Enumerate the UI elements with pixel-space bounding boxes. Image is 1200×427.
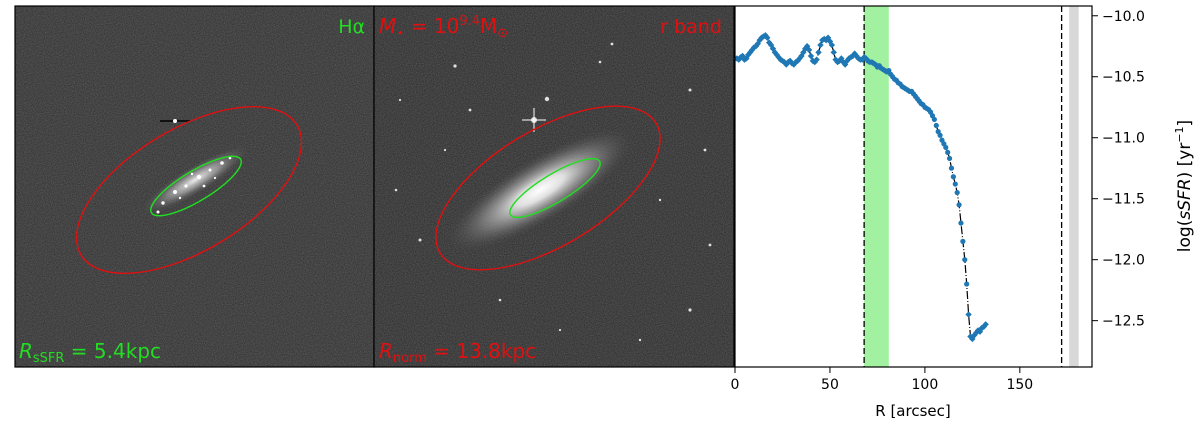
data-point-30 xyxy=(790,61,798,68)
y-tick-label-1: −10.5 xyxy=(1102,70,1145,86)
x-tick-label-0: 0 xyxy=(731,377,740,393)
y-tick-label-4: −12.0 xyxy=(1102,253,1145,269)
data-point-112 xyxy=(946,155,953,162)
data-point-125 xyxy=(971,332,978,339)
y-axis-label: log(sSFR) [yr−1] xyxy=(1173,120,1195,252)
halpha-image-panel xyxy=(15,6,374,367)
chart-vlines xyxy=(863,6,1063,367)
y-tick-label-3: −11.5 xyxy=(1102,192,1145,208)
data-point-16 xyxy=(764,34,771,41)
data-point-8 xyxy=(748,46,756,54)
rband-bright-star xyxy=(522,108,546,132)
data-point-115 xyxy=(952,181,958,187)
rband-field-stars xyxy=(394,42,712,342)
data-point-28 xyxy=(786,57,794,65)
data-point-38 xyxy=(805,46,813,54)
data-point-104 xyxy=(931,116,937,123)
data-point-121 xyxy=(964,281,970,287)
data-point-117 xyxy=(956,202,962,208)
chart-bands xyxy=(864,6,1079,367)
data-point-1 xyxy=(735,56,742,63)
data-point-131 xyxy=(982,321,989,328)
data-point-48 xyxy=(824,34,832,41)
rband-image-panel xyxy=(374,6,734,367)
rnorm-label: Rnorm = 13.8kpc xyxy=(379,339,536,366)
chart-yticks: −10.0 −10.5 −11.0 −11.5 −12.0 −12.5 xyxy=(1092,9,1145,330)
halpha-knots xyxy=(156,156,232,214)
chart-fit-line xyxy=(736,34,987,340)
data-point-113 xyxy=(948,165,955,171)
data-point-51 xyxy=(830,49,837,56)
data-point-110 xyxy=(943,144,949,151)
fit-curve xyxy=(736,34,987,340)
rband-panel-frame xyxy=(373,5,735,368)
rsfr-label: RsSFR = 5.4kpc xyxy=(19,339,161,366)
data-point-122 xyxy=(965,311,972,318)
data-point-41 xyxy=(811,58,818,66)
data-point-118 xyxy=(958,220,964,226)
rband-outer-ellipse xyxy=(435,105,661,271)
data-point-42 xyxy=(813,56,820,63)
data-point-39 xyxy=(807,52,815,60)
data-point-66 xyxy=(859,56,866,63)
data-point-5 xyxy=(743,55,750,62)
data-point-25 xyxy=(781,58,788,66)
data-point-44 xyxy=(817,41,824,49)
data-point-124 xyxy=(969,335,976,343)
ssfr-profile-chart: 0 50 100 150 −10.0 −10.5 −11.0 −11.5 −12.0 −12.5… xyxy=(731,5,1195,420)
data-point-19 xyxy=(769,45,777,52)
y-tick-label-2: −11.0 xyxy=(1102,131,1145,147)
data-point-18 xyxy=(767,41,775,49)
data-point-116 xyxy=(954,189,960,196)
data-point-62 xyxy=(851,50,858,57)
x-tick-label-3: 150 xyxy=(1006,377,1033,393)
data-point-50 xyxy=(828,41,836,49)
chart-xticks: 0 50 100 150 xyxy=(731,367,1033,393)
x-axis-label: R [arcsec] xyxy=(875,402,950,420)
halpha-band-label: Hα xyxy=(338,16,365,38)
data-point-26 xyxy=(783,61,790,68)
data-point-107 xyxy=(937,132,943,138)
chart-points xyxy=(733,32,989,343)
data-point-119 xyxy=(960,238,966,244)
data-point-6 xyxy=(745,51,752,58)
data-point-43 xyxy=(815,49,822,56)
stellar-mass-label: M⋆ = 109.4M⊙ xyxy=(379,14,508,41)
data-point-49 xyxy=(826,38,834,45)
data-point-123 xyxy=(967,333,974,340)
data-point-20 xyxy=(771,49,779,56)
data-point-61 xyxy=(849,52,856,60)
chart-frame xyxy=(734,5,1093,368)
x-tick-label-1: 50 xyxy=(821,377,839,393)
data-point-114 xyxy=(950,174,956,180)
data-point-111 xyxy=(945,149,951,155)
data-point-120 xyxy=(962,257,968,263)
x-tick-label-2: 100 xyxy=(912,377,939,393)
y-tick-label-5: −12.5 xyxy=(1102,314,1145,330)
halpha-artifact xyxy=(160,119,190,123)
data-point-105 xyxy=(933,122,939,129)
rband-band-label: r band xyxy=(660,16,722,38)
data-point-54 xyxy=(836,57,843,65)
halpha-outer-ellipse xyxy=(75,105,303,275)
grey-shaded-band xyxy=(1069,6,1079,367)
y-tick-label-0: −10.0 xyxy=(1102,9,1145,25)
rband-inner-ellipse xyxy=(509,157,601,219)
data-point-52 xyxy=(832,56,839,63)
data-point-15 xyxy=(762,32,769,39)
halpha-inner-ellipse xyxy=(150,155,242,217)
data-point-17 xyxy=(765,39,773,46)
data-point-63 xyxy=(853,52,860,60)
data-point-37 xyxy=(803,43,811,50)
data-point-7 xyxy=(746,49,754,56)
data-point-55 xyxy=(838,55,845,62)
data-point-32 xyxy=(794,57,801,65)
